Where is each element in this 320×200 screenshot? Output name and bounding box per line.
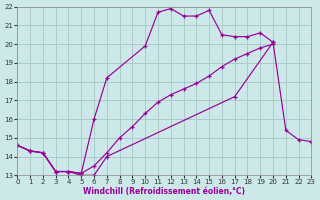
X-axis label: Windchill (Refroidissement éolien,°C): Windchill (Refroidissement éolien,°C): [84, 187, 245, 196]
